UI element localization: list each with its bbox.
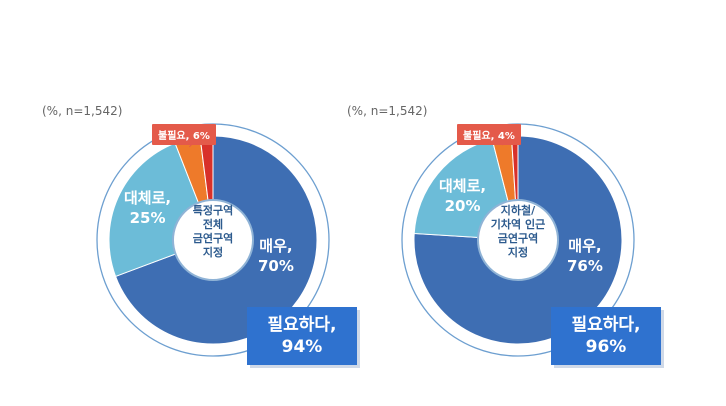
slice-label-text: 대체로, [124,189,172,207]
center-label-line: 특정구역 [192,204,234,217]
donut-chart-left [96,123,330,357]
slice-label-value: 70% [258,257,294,275]
donut-hole [172,199,254,281]
center-label-line: 기차역 인근 [490,218,546,231]
total-needed-box-left: 필요하다, 94% [247,307,357,365]
callout-unneeded-right: 불필요, 4% [457,124,521,145]
slice-label-value: 76% [567,257,603,275]
slice-label-value: 20% [444,197,481,215]
total-value: 94% [281,337,323,357]
center-label-left: 특정구역 전체 금연구역 지정 [173,204,253,260]
slice-label-somewhat-left: 대체로, 25% [124,188,171,228]
slice-label-text: 대체로, [439,177,487,195]
total-needed-box-right: 필요하다, 96% [551,307,661,365]
slice-label-text: 매우, [259,237,293,255]
slice-label-very-right: 매우, 76% [567,236,603,276]
center-label-line: 전체 [202,218,224,231]
sample-note-right: (%, n=1,542) [347,104,428,118]
sample-note-left: (%, n=1,542) [42,104,123,118]
center-label-line: 금연구역 [497,232,539,245]
chart-panel-right: (%, n=1,542) 지하철/ 기차역 인근 금연구역 지정 매우, 76%… [347,0,726,406]
center-label-right: 지하철/ 기차역 인근 금연구역 지정 [478,204,558,260]
total-label: 필요하다, [267,315,337,335]
slice-label-very-left: 매우, 70% [258,236,294,276]
slice-label-somewhat-right: 대체로, 20% [439,176,486,216]
center-label-line: 지정 [507,246,529,259]
total-label: 필요하다, [571,315,641,335]
slice-label-value: 25% [129,209,166,227]
chart-panel-left: (%, n=1,542) 특정구역 전체 금연구역 지정 매우, 70% 대체로… [42,104,357,365]
center-label-line: 지정 [202,246,224,259]
total-value: 96% [585,337,627,357]
callout-unneeded-left: 불필요, 6% [152,124,216,145]
donut-chart-right [401,123,635,357]
donut-hole [477,199,559,281]
slice-label-text: 매우, [568,237,602,255]
center-label-line: 지하철/ [500,204,536,217]
center-label-line: 금연구역 [192,232,234,245]
